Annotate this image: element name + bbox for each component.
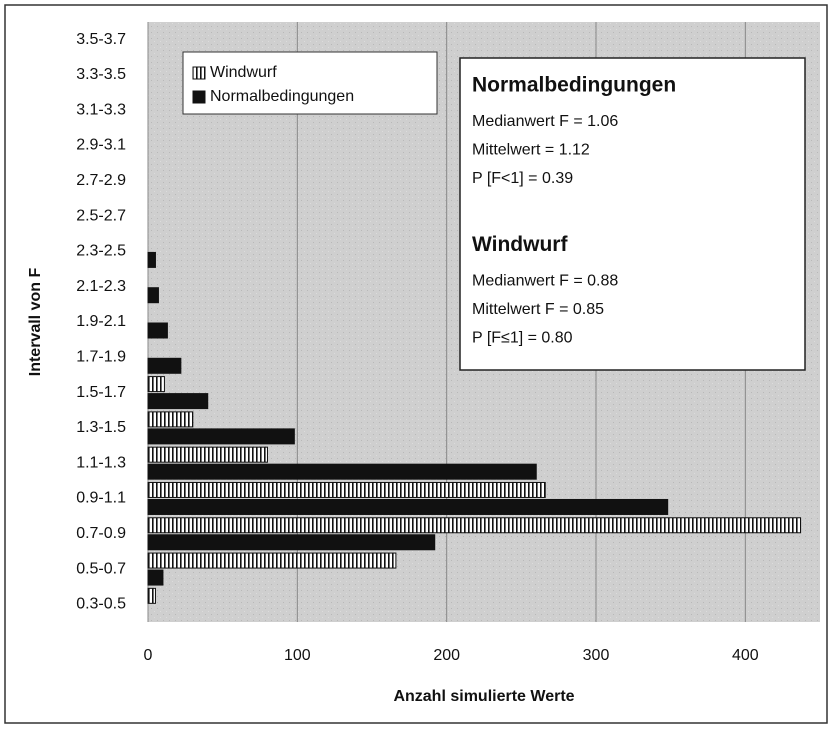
bar [147,498,669,515]
y-tick-label: 0.9-1.1 [76,490,126,507]
bar [147,463,537,480]
y-tick-label: 3.3-3.5 [76,66,126,83]
bar [147,376,165,393]
x-axis-label: Anzahl simulierte Werte [393,688,574,705]
bar [147,411,194,428]
bar [147,534,436,551]
bar [147,481,546,498]
y-tick-label: 0.7-0.9 [76,525,126,542]
stats-line: P [F<1] = 0.39 [472,170,573,187]
x-tick-label: 0 [144,647,153,664]
y-tick-label: 2.9-3.1 [76,137,126,154]
y-tick-label: 2.5-2.7 [76,207,126,224]
legend-label: Windwurf [210,64,277,81]
y-tick-label: 3.5-3.7 [76,31,126,48]
y-axis-label: Intervall von F [27,268,44,377]
stats-heading: Windwurf [472,233,568,256]
x-tick-label: 200 [433,647,460,664]
bar [147,428,295,445]
bar [147,287,159,304]
legend-swatch [192,90,206,104]
y-tick-label: 3.1-3.3 [76,101,126,118]
y-tick-label: 2.1-2.3 [76,278,126,295]
stats-line: Mittelwert = 1.12 [472,142,590,159]
y-tick-label: 1.3-1.5 [76,419,126,436]
bar [147,552,397,569]
x-tick-label: 300 [583,647,610,664]
y-tick-label: 1.5-1.7 [76,384,126,401]
bar [147,446,268,463]
y-tick-label: 2.3-2.5 [76,243,126,260]
stats-line: Medianwert F = 1.06 [472,113,618,130]
stats-line: Medianwert F = 0.88 [472,273,618,290]
bar [147,587,156,604]
y-tick-label: 1.1-1.3 [76,454,126,471]
legend-swatch [192,66,206,80]
y-tick-label: 0.5-0.7 [76,560,126,577]
legend-box [182,51,438,115]
bar [147,569,164,586]
stats-box [459,57,806,371]
bar [147,251,156,268]
legend-label: Normalbedingungen [210,88,354,105]
x-tick-label: 100 [284,647,311,664]
y-tick-label: 1.9-2.1 [76,313,126,330]
bar [147,322,168,339]
bar [147,357,182,374]
bar [147,393,209,410]
stats-heading: Normalbedingungen [472,74,676,97]
y-tick-label: 2.7-2.9 [76,172,126,189]
bar [147,517,802,534]
stats-line: Mittelwert F = 0.85 [472,301,604,318]
stats-line: P [F≤1] = 0.80 [472,330,573,347]
y-tick-label: 0.3-0.5 [76,596,126,613]
y-tick-label: 1.7-1.9 [76,349,126,366]
x-tick-label: 400 [732,647,759,664]
